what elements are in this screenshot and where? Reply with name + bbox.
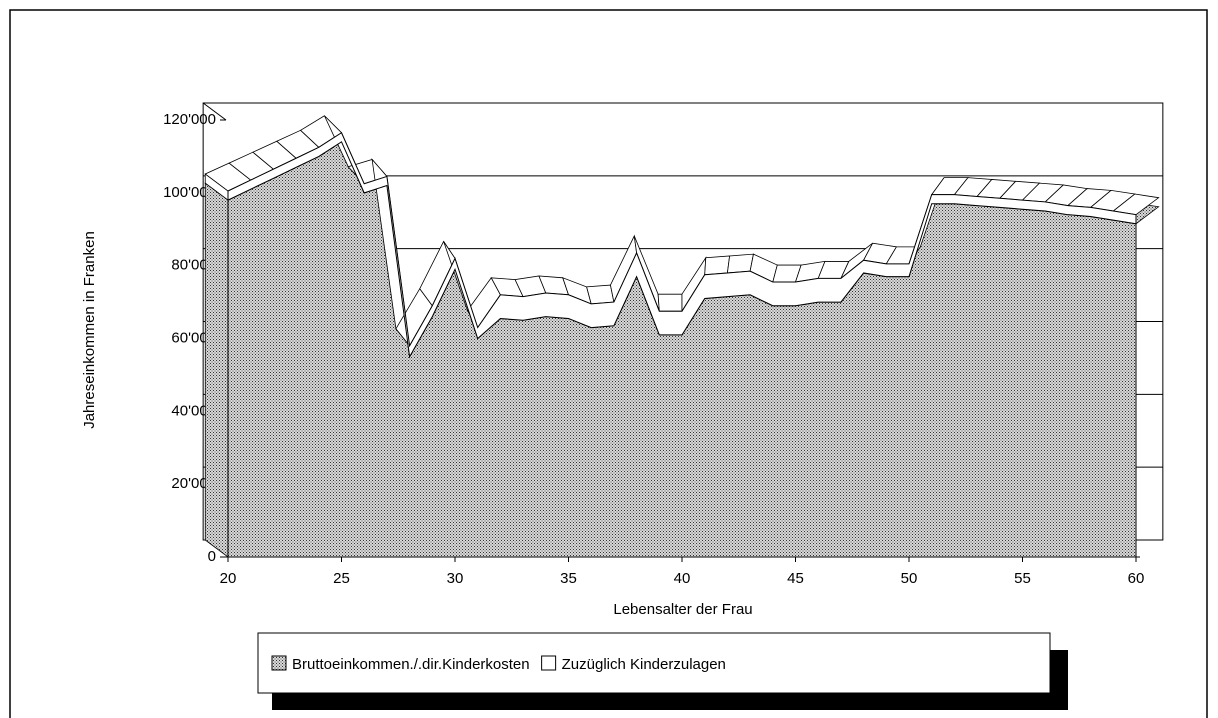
x-tick-label: 45: [787, 570, 804, 587]
y-tick-label: 100'000: [163, 184, 216, 201]
x-tick-label: 35: [560, 570, 577, 587]
area-top-face: [726, 253, 754, 274]
legend: [257, 632, 1051, 694]
area-top-face: [704, 255, 731, 276]
area-top-face: [657, 293, 683, 312]
area: [227, 132, 1137, 359]
y-axis-title: Jahreseinkommen in Franken: [81, 231, 98, 429]
x-tick-label: 55: [1014, 570, 1031, 587]
legend-swatch: [271, 655, 287, 671]
y-tick-label: 120'000: [163, 111, 216, 128]
x-tick-label: 40: [674, 570, 691, 587]
area-side-face: [204, 182, 229, 558]
area-top-face: [586, 284, 615, 305]
x-tick-label: 50: [901, 570, 918, 587]
frame: [9, 9, 1208, 718]
x-tick-label: 20: [220, 570, 237, 587]
x-tick-label: 30: [447, 570, 464, 587]
x-axis-title: Lebensalter der Frau: [613, 601, 752, 618]
y-tick-label: 0: [208, 548, 216, 565]
x-tick-label: 25: [333, 570, 350, 587]
legend-label: Bruttoeinkommen./.dir.Kinderkosten: [292, 656, 530, 673]
legend-label: Zuzüglich Kinderzulagen: [562, 656, 726, 673]
x-tick-label: 60: [1128, 570, 1145, 587]
side-wall-edge: [202, 102, 227, 121]
legend-swatch: [541, 655, 557, 671]
